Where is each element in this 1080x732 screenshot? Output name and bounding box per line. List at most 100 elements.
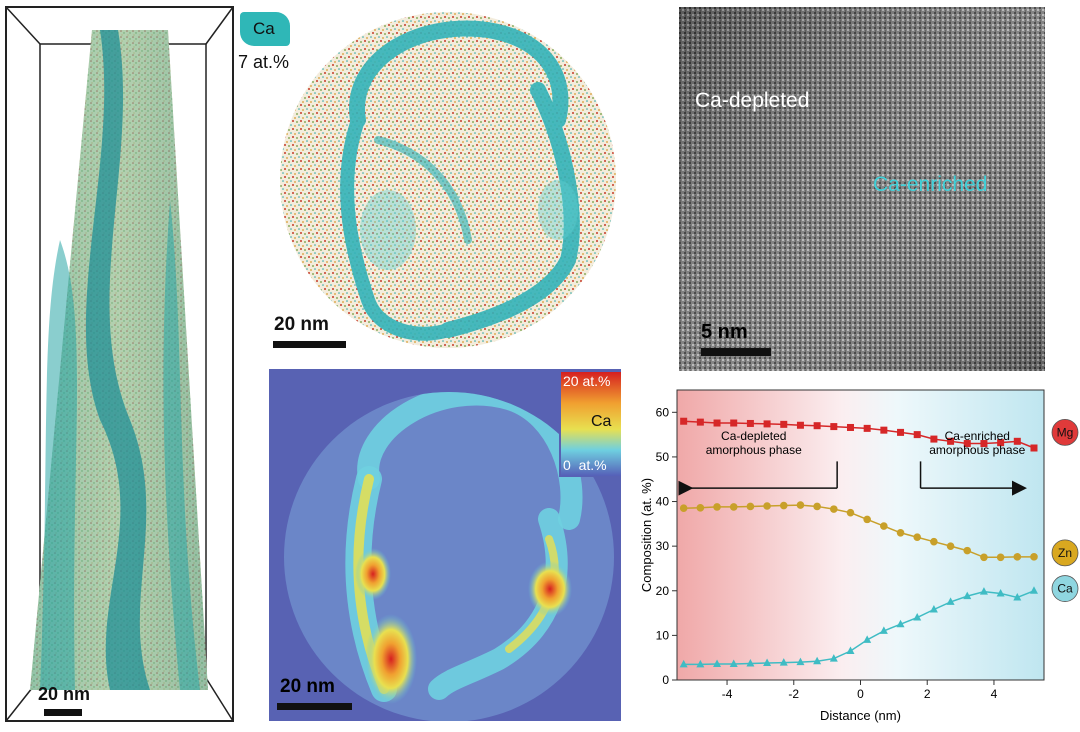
atom-map-image bbox=[280, 12, 616, 348]
tower-scale-bar bbox=[44, 709, 82, 716]
data-point-ca bbox=[929, 605, 938, 613]
colorbar-min-label: 0 at.% bbox=[563, 457, 607, 473]
heatmap-scale-label: 20 nm bbox=[280, 676, 335, 697]
data-point-ca bbox=[1013, 592, 1022, 601]
tem-scale-bar bbox=[701, 348, 771, 356]
data-point-zn bbox=[746, 502, 755, 511]
legend-label-mg: Mg bbox=[1057, 425, 1074, 439]
data-point-ca bbox=[846, 646, 855, 654]
y-axis-label: Composition (at. %) bbox=[639, 478, 654, 592]
data-point-zn bbox=[963, 546, 972, 555]
y-tick-label: 40 bbox=[656, 495, 670, 509]
data-point-mg bbox=[780, 420, 788, 428]
iso-swatch bbox=[240, 12, 290, 46]
legend-label-zn: Zn bbox=[1058, 546, 1072, 560]
data-point-mg bbox=[863, 424, 871, 432]
data-point-ca bbox=[946, 597, 955, 605]
data-point-ca bbox=[979, 587, 988, 595]
data-point-ca bbox=[913, 613, 922, 621]
x-tick-label: -2 bbox=[788, 687, 799, 701]
apt-tower-image bbox=[5, 6, 234, 722]
apt-tower-panel: 20 nm bbox=[0, 0, 240, 727]
data-point-zn bbox=[946, 542, 955, 550]
data-point-ca bbox=[813, 656, 822, 665]
y-tick-label: 20 bbox=[656, 584, 670, 598]
tem-scale-label: 5 nm bbox=[701, 321, 748, 343]
iso-element-label: Ca bbox=[253, 19, 275, 38]
data-point-zn bbox=[996, 553, 1005, 562]
data-point-zn bbox=[813, 502, 821, 511]
series-line-ca bbox=[683, 590, 1035, 666]
data-point-mg bbox=[830, 423, 838, 431]
data-point-zn bbox=[863, 515, 871, 524]
tem-label-enriched: Ca-enriched bbox=[873, 173, 988, 196]
colorbar-max-label: 20 at.% bbox=[563, 373, 611, 389]
data-point-mg bbox=[997, 439, 1005, 447]
data-point-ca bbox=[963, 591, 972, 600]
data-point-mg bbox=[730, 419, 738, 427]
x-tick-label: 2 bbox=[924, 687, 931, 701]
cross-section-scale-bar bbox=[273, 341, 346, 348]
data-point-mg bbox=[897, 428, 905, 436]
data-point-mg bbox=[846, 423, 854, 431]
annotation-left-line1: Ca-depleted bbox=[721, 429, 786, 443]
data-point-zn bbox=[846, 508, 855, 517]
data-point-mg bbox=[1030, 444, 1038, 452]
x-tick-label: 0 bbox=[857, 687, 864, 701]
x-axis-label: Distance (nm) bbox=[820, 708, 901, 723]
data-point-zn bbox=[763, 502, 771, 510]
annotation-right-line1: Ca-enriched bbox=[945, 429, 1010, 443]
y-tick-label: 60 bbox=[656, 405, 670, 419]
data-point-ca bbox=[679, 659, 688, 668]
data-point-mg bbox=[746, 419, 754, 427]
data-point-zn bbox=[713, 503, 721, 511]
data-point-mg bbox=[930, 435, 938, 443]
y-tick-label: 30 bbox=[656, 539, 670, 553]
data-point-ca bbox=[779, 658, 788, 666]
data-point-ca bbox=[879, 626, 888, 634]
data-point-ca bbox=[763, 658, 772, 667]
data-point-zn bbox=[913, 533, 922, 542]
data-point-ca bbox=[896, 619, 905, 628]
iso-legend: Ca 7 at.% bbox=[238, 8, 300, 78]
y-tick-label: 0 bbox=[662, 673, 669, 687]
data-point-mg bbox=[880, 426, 888, 434]
data-point-mg bbox=[947, 437, 955, 445]
data-point-mg bbox=[696, 418, 704, 426]
data-point-zn bbox=[1013, 553, 1022, 561]
data-point-ca bbox=[829, 654, 838, 662]
series-line-zn bbox=[683, 504, 1034, 559]
data-point-mg bbox=[813, 422, 821, 430]
composition-chart-panel: -4 -2 0 2 4 0 10 20 30 40 50 60 Ca-depleted amorphou… bbox=[637, 380, 1080, 727]
series-line-mg bbox=[683, 420, 1035, 449]
y-tick-label: 50 bbox=[656, 450, 670, 464]
plot-area bbox=[676, 389, 1045, 681]
data-point-ca bbox=[996, 588, 1005, 597]
annotation-right-line2: amorphous phase bbox=[929, 443, 1025, 457]
apt-cross-section-panel: 20 nm bbox=[268, 0, 628, 360]
cross-section-scale-label: 20 nm bbox=[274, 314, 329, 335]
data-point-zn bbox=[880, 522, 888, 530]
data-point-ca bbox=[729, 659, 738, 667]
data-point-zn bbox=[1030, 553, 1038, 561]
annotation-left-line2: amorphous phase bbox=[706, 443, 802, 457]
legend-badge-mg bbox=[1051, 418, 1079, 446]
x-tick-label: 4 bbox=[991, 687, 998, 701]
data-point-ca bbox=[746, 658, 755, 667]
data-point-zn bbox=[980, 553, 988, 562]
y-tick-label: 10 bbox=[656, 628, 670, 642]
x-tick-label: -4 bbox=[722, 687, 733, 701]
data-point-zn bbox=[930, 537, 938, 546]
tem-image bbox=[679, 7, 1045, 371]
tem-label-depleted: Ca-depleted bbox=[695, 89, 810, 112]
ca-heatmap-image bbox=[269, 369, 621, 722]
data-point-ca bbox=[796, 657, 805, 666]
data-point-mg bbox=[980, 440, 988, 448]
data-point-zn bbox=[679, 504, 688, 513]
data-point-mg bbox=[1013, 437, 1021, 445]
data-point-mg bbox=[680, 417, 688, 425]
data-point-mg bbox=[763, 420, 771, 428]
data-point-ca bbox=[696, 659, 705, 668]
data-point-zn bbox=[779, 501, 788, 510]
